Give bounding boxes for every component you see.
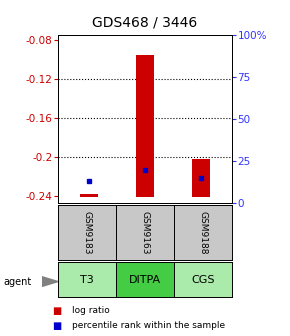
Text: ■: ■: [52, 306, 61, 316]
Bar: [136, 55, 154, 198]
Polygon shape: [42, 277, 58, 286]
Text: DITPA: DITPA: [129, 275, 161, 285]
Bar: [80, 194, 98, 198]
Text: percentile rank within the sample: percentile rank within the sample: [72, 322, 226, 330]
Text: CGS: CGS: [191, 275, 215, 285]
Text: ■: ■: [52, 321, 61, 331]
Text: GDS468 / 3446: GDS468 / 3446: [93, 15, 197, 29]
Text: T3: T3: [80, 275, 94, 285]
Text: GSM9188: GSM9188: [198, 211, 208, 254]
Bar: [192, 159, 210, 198]
Text: GSM9163: GSM9163: [140, 211, 150, 254]
Text: log ratio: log ratio: [72, 306, 110, 315]
Text: GSM9183: GSM9183: [82, 211, 92, 254]
Text: agent: agent: [3, 277, 31, 287]
